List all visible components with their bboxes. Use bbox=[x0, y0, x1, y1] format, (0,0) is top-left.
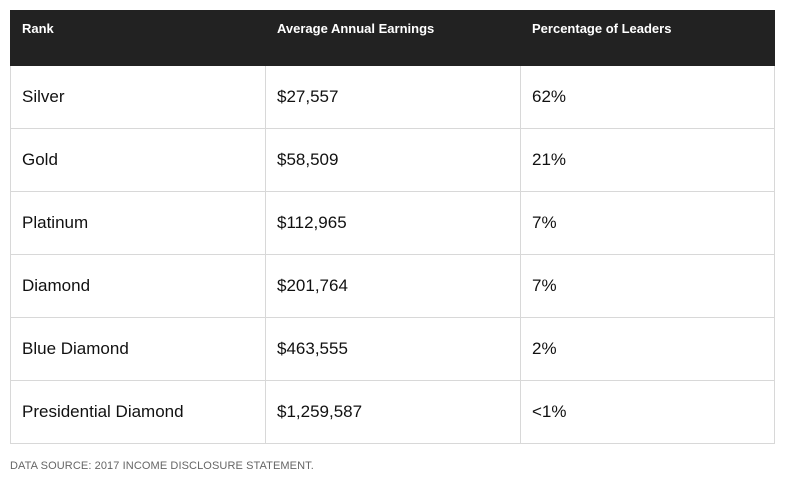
cell-percentage: <1% bbox=[520, 380, 775, 444]
cell-percentage: 7% bbox=[520, 191, 775, 255]
table-header-row: Rank Average Annual Earnings Percentage … bbox=[10, 10, 775, 66]
cell-percentage: 2% bbox=[520, 317, 775, 381]
column-header-rank-label: Rank bbox=[22, 20, 54, 36]
table-body: Silver $27,557 62% Gold $58,509 21% Plat… bbox=[10, 65, 775, 444]
earnings-table-container: Rank Average Annual Earnings Percentage … bbox=[10, 10, 775, 444]
column-header-average-annual-earnings: Average Annual Earnings bbox=[265, 10, 521, 66]
cell-percentage: 7% bbox=[520, 254, 775, 318]
table-row: Presidential Diamond $1,259,587 <1% bbox=[10, 380, 775, 444]
cell-rank: Silver bbox=[10, 65, 266, 129]
table-row: Gold $58,509 21% bbox=[10, 128, 775, 192]
cell-earnings: $1,259,587 bbox=[265, 380, 521, 444]
column-header-rank: Rank bbox=[10, 10, 266, 66]
column-header-percentage-of-leaders: Percentage of Leaders bbox=[520, 10, 775, 66]
cell-percentage: 21% bbox=[520, 128, 775, 192]
cell-percentage: 62% bbox=[520, 65, 775, 129]
cell-rank: Diamond bbox=[10, 254, 266, 318]
cell-earnings: $201,764 bbox=[265, 254, 521, 318]
cell-earnings: $58,509 bbox=[265, 128, 521, 192]
table-row: Diamond $201,764 7% bbox=[10, 254, 775, 318]
table-row: Platinum $112,965 7% bbox=[10, 191, 775, 255]
data-source-note: DATA SOURCE: 2017 INCOME DISCLOSURE STAT… bbox=[10, 460, 314, 472]
table-header: Rank Average Annual Earnings Percentage … bbox=[10, 10, 775, 66]
cell-rank: Gold bbox=[10, 128, 266, 192]
cell-earnings: $27,557 bbox=[265, 65, 521, 129]
cell-earnings: $463,555 bbox=[265, 317, 521, 381]
column-header-percentage-label: Percentage of Leaders bbox=[532, 20, 672, 36]
cell-earnings: $112,965 bbox=[265, 191, 521, 255]
column-header-earnings-label: Average Annual Earnings bbox=[277, 20, 435, 36]
table-row: Blue Diamond $463,555 2% bbox=[10, 317, 775, 381]
cell-rank: Platinum bbox=[10, 191, 266, 255]
earnings-table: Rank Average Annual Earnings Percentage … bbox=[10, 10, 775, 444]
table-row: Silver $27,557 62% bbox=[10, 65, 775, 129]
cell-rank: Blue Diamond bbox=[10, 317, 266, 381]
cell-rank: Presidential Diamond bbox=[10, 380, 266, 444]
